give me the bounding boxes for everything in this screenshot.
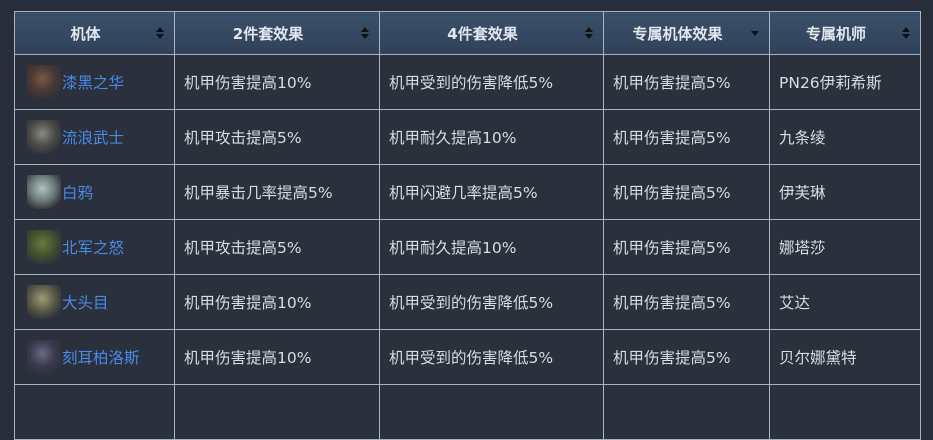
exclusive-cell: 机甲伤害提高5% <box>603 109 770 165</box>
table-row: 刻耳柏洛斯 机甲伤害提高10% 机甲受到的伤害降低5% 机甲伤害提高5% 贝尔娜… <box>14 329 921 385</box>
exclusive-cell: 机甲伤害提高5% <box>603 54 770 110</box>
mech-link[interactable]: 白鸦 <box>62 184 94 202</box>
exclusive-cell: 机甲伤害提高5% <box>603 164 770 220</box>
set2-cell: 机甲伤害提高10% <box>174 274 380 330</box>
mech-thumbnail-image[interactable] <box>27 230 61 264</box>
mech-thumbnail-image[interactable] <box>27 175 61 209</box>
mech-cell: 白鸦 <box>14 164 175 220</box>
sort-icon[interactable] <box>361 27 369 39</box>
mech-cell: 北军之怒 <box>14 219 175 275</box>
table-row: 流浪武士 机甲攻击提高5% 机甲耐久提高10% 机甲伤害提高5% 九条绫 <box>14 109 921 165</box>
header-set2[interactable]: 2件套效果 <box>174 11 380 55</box>
table-row-partial <box>14 384 921 440</box>
pilot-cell: 伊芙琳 <box>769 164 921 220</box>
exclusive-cell: 机甲伤害提高5% <box>603 329 770 385</box>
set2-cell: 机甲伤害提高10% <box>174 329 380 385</box>
table-row: 白鸦 机甲暴击几率提高5% 机甲闪避几率提高5% 机甲伤害提高5% 伊芙琳 <box>14 164 921 220</box>
mech-cell: 刻耳柏洛斯 <box>14 329 175 385</box>
sort-desc-icon[interactable] <box>751 27 759 39</box>
set2-cell: 机甲伤害提高10% <box>174 54 380 110</box>
set4-cell: 机甲耐久提高10% <box>379 109 604 165</box>
mech-thumbnail-image[interactable] <box>27 285 61 319</box>
mech-set-table: 机体 2件套效果 4件套效果 专属机体效果 专属机师 漆黑之华 机甲伤害提高10… <box>14 11 921 440</box>
mech-link[interactable]: 漆黑之华 <box>62 74 125 92</box>
mech-thumbnail-image[interactable] <box>27 65 61 99</box>
set2-cell: 机甲攻击提高5% <box>174 219 380 275</box>
header-mech[interactable]: 机体 <box>14 11 175 55</box>
set2-cell: 机甲暴击几率提高5% <box>174 164 380 220</box>
header-exclusive[interactable]: 专属机体效果 <box>603 11 770 55</box>
header-set4[interactable]: 4件套效果 <box>379 11 604 55</box>
mech-link[interactable]: 刻耳柏洛斯 <box>62 349 140 367</box>
mech-cell: 大头目 <box>14 274 175 330</box>
pilot-cell: 九条绫 <box>769 109 921 165</box>
exclusive-cell: 机甲伤害提高5% <box>603 219 770 275</box>
mech-thumbnail-image[interactable] <box>27 120 61 154</box>
mech-thumbnail-image[interactable] <box>27 340 61 374</box>
header-pilot[interactable]: 专属机师 <box>769 11 921 55</box>
sort-icon[interactable] <box>156 27 164 39</box>
table-row: 漆黑之华 机甲伤害提高10% 机甲受到的伤害降低5% 机甲伤害提高5% PN26… <box>14 54 921 110</box>
set4-cell: 机甲受到的伤害降低5% <box>379 329 604 385</box>
mech-cell: 流浪武士 <box>14 109 175 165</box>
sort-icon[interactable] <box>902 27 910 39</box>
exclusive-cell: 机甲伤害提高5% <box>603 274 770 330</box>
mech-cell: 漆黑之华 <box>14 54 175 110</box>
mech-link[interactable]: 北军之怒 <box>62 239 125 257</box>
set4-cell: 机甲受到的伤害降低5% <box>379 54 604 110</box>
set4-cell: 机甲受到的伤害降低5% <box>379 274 604 330</box>
mech-link[interactable]: 大头目 <box>62 294 109 312</box>
set4-cell: 机甲闪避几率提高5% <box>379 164 604 220</box>
set4-cell: 机甲耐久提高10% <box>379 219 604 275</box>
mech-link[interactable]: 流浪武士 <box>62 129 125 147</box>
pilot-cell: 贝尔娜黛特 <box>769 329 921 385</box>
table-row: 北军之怒 机甲攻击提高5% 机甲耐久提高10% 机甲伤害提高5% 娜塔莎 <box>14 219 921 275</box>
pilot-cell: PN26伊莉希斯 <box>769 54 921 110</box>
sort-icon[interactable] <box>585 27 593 39</box>
set2-cell: 机甲攻击提高5% <box>174 109 380 165</box>
pilot-cell: 艾达 <box>769 274 921 330</box>
header-row: 机体 2件套效果 4件套效果 专属机体效果 专属机师 <box>14 11 921 55</box>
table-row: 大头目 机甲伤害提高10% 机甲受到的伤害降低5% 机甲伤害提高5% 艾达 <box>14 274 921 330</box>
pilot-cell: 娜塔莎 <box>769 219 921 275</box>
